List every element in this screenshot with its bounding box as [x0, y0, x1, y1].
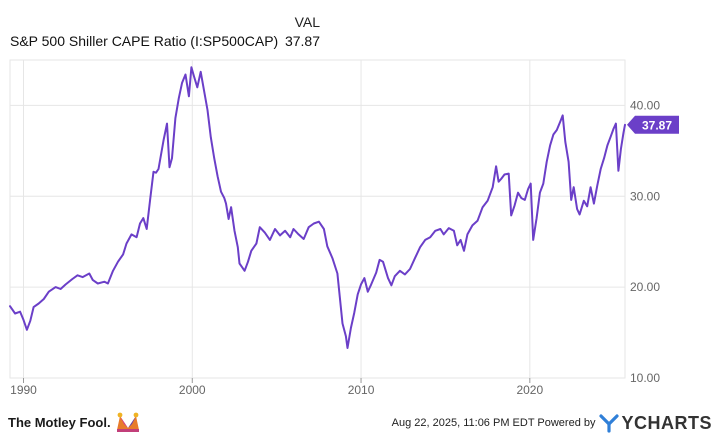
y-tick-label: 40.00 — [630, 98, 660, 112]
ycharts-logo-icon — [599, 414, 620, 433]
legend-series-name: S&P 500 Shiller CAPE Ratio (I:SP500CAP) — [10, 33, 279, 49]
motley-fool-logo: The Motley Fool. — [8, 408, 142, 436]
y-tick-label: 20.00 — [630, 280, 660, 294]
legend-series-value: 37.87 — [284, 33, 320, 49]
jester-hat-icon — [116, 412, 139, 432]
y-tick-label: 30.00 — [630, 189, 660, 203]
last-value-badge — [627, 115, 679, 134]
ycharts-wordmark: YCHARTS — [621, 412, 712, 433]
footer-timestamp: Aug 22, 2025, 11:06 PM EDT Powered by — [391, 417, 596, 429]
chart-legend: VAL S&P 500 Shiller CAPE Ratio (I:SP500C… — [10, 10, 330, 50]
x-tick-label: 1990 — [10, 383, 37, 397]
legend-column-header: VAL — [294, 14, 320, 30]
y-tick-label: 10.00 — [630, 371, 660, 385]
x-tick-label: 2020 — [516, 383, 543, 397]
x-tick-label: 2010 — [348, 383, 375, 397]
motley-fool-wordmark: The Motley Fool. — [8, 414, 111, 430]
last-value-label: 37.87 — [642, 118, 672, 132]
x-tick-label: 2000 — [179, 383, 206, 397]
plot-frame — [9, 59, 626, 379]
cape-series-line — [9, 66, 626, 349]
footer-attribution: Aug 22, 2025, 11:06 PM EDT Powered by YC… — [392, 411, 712, 435]
